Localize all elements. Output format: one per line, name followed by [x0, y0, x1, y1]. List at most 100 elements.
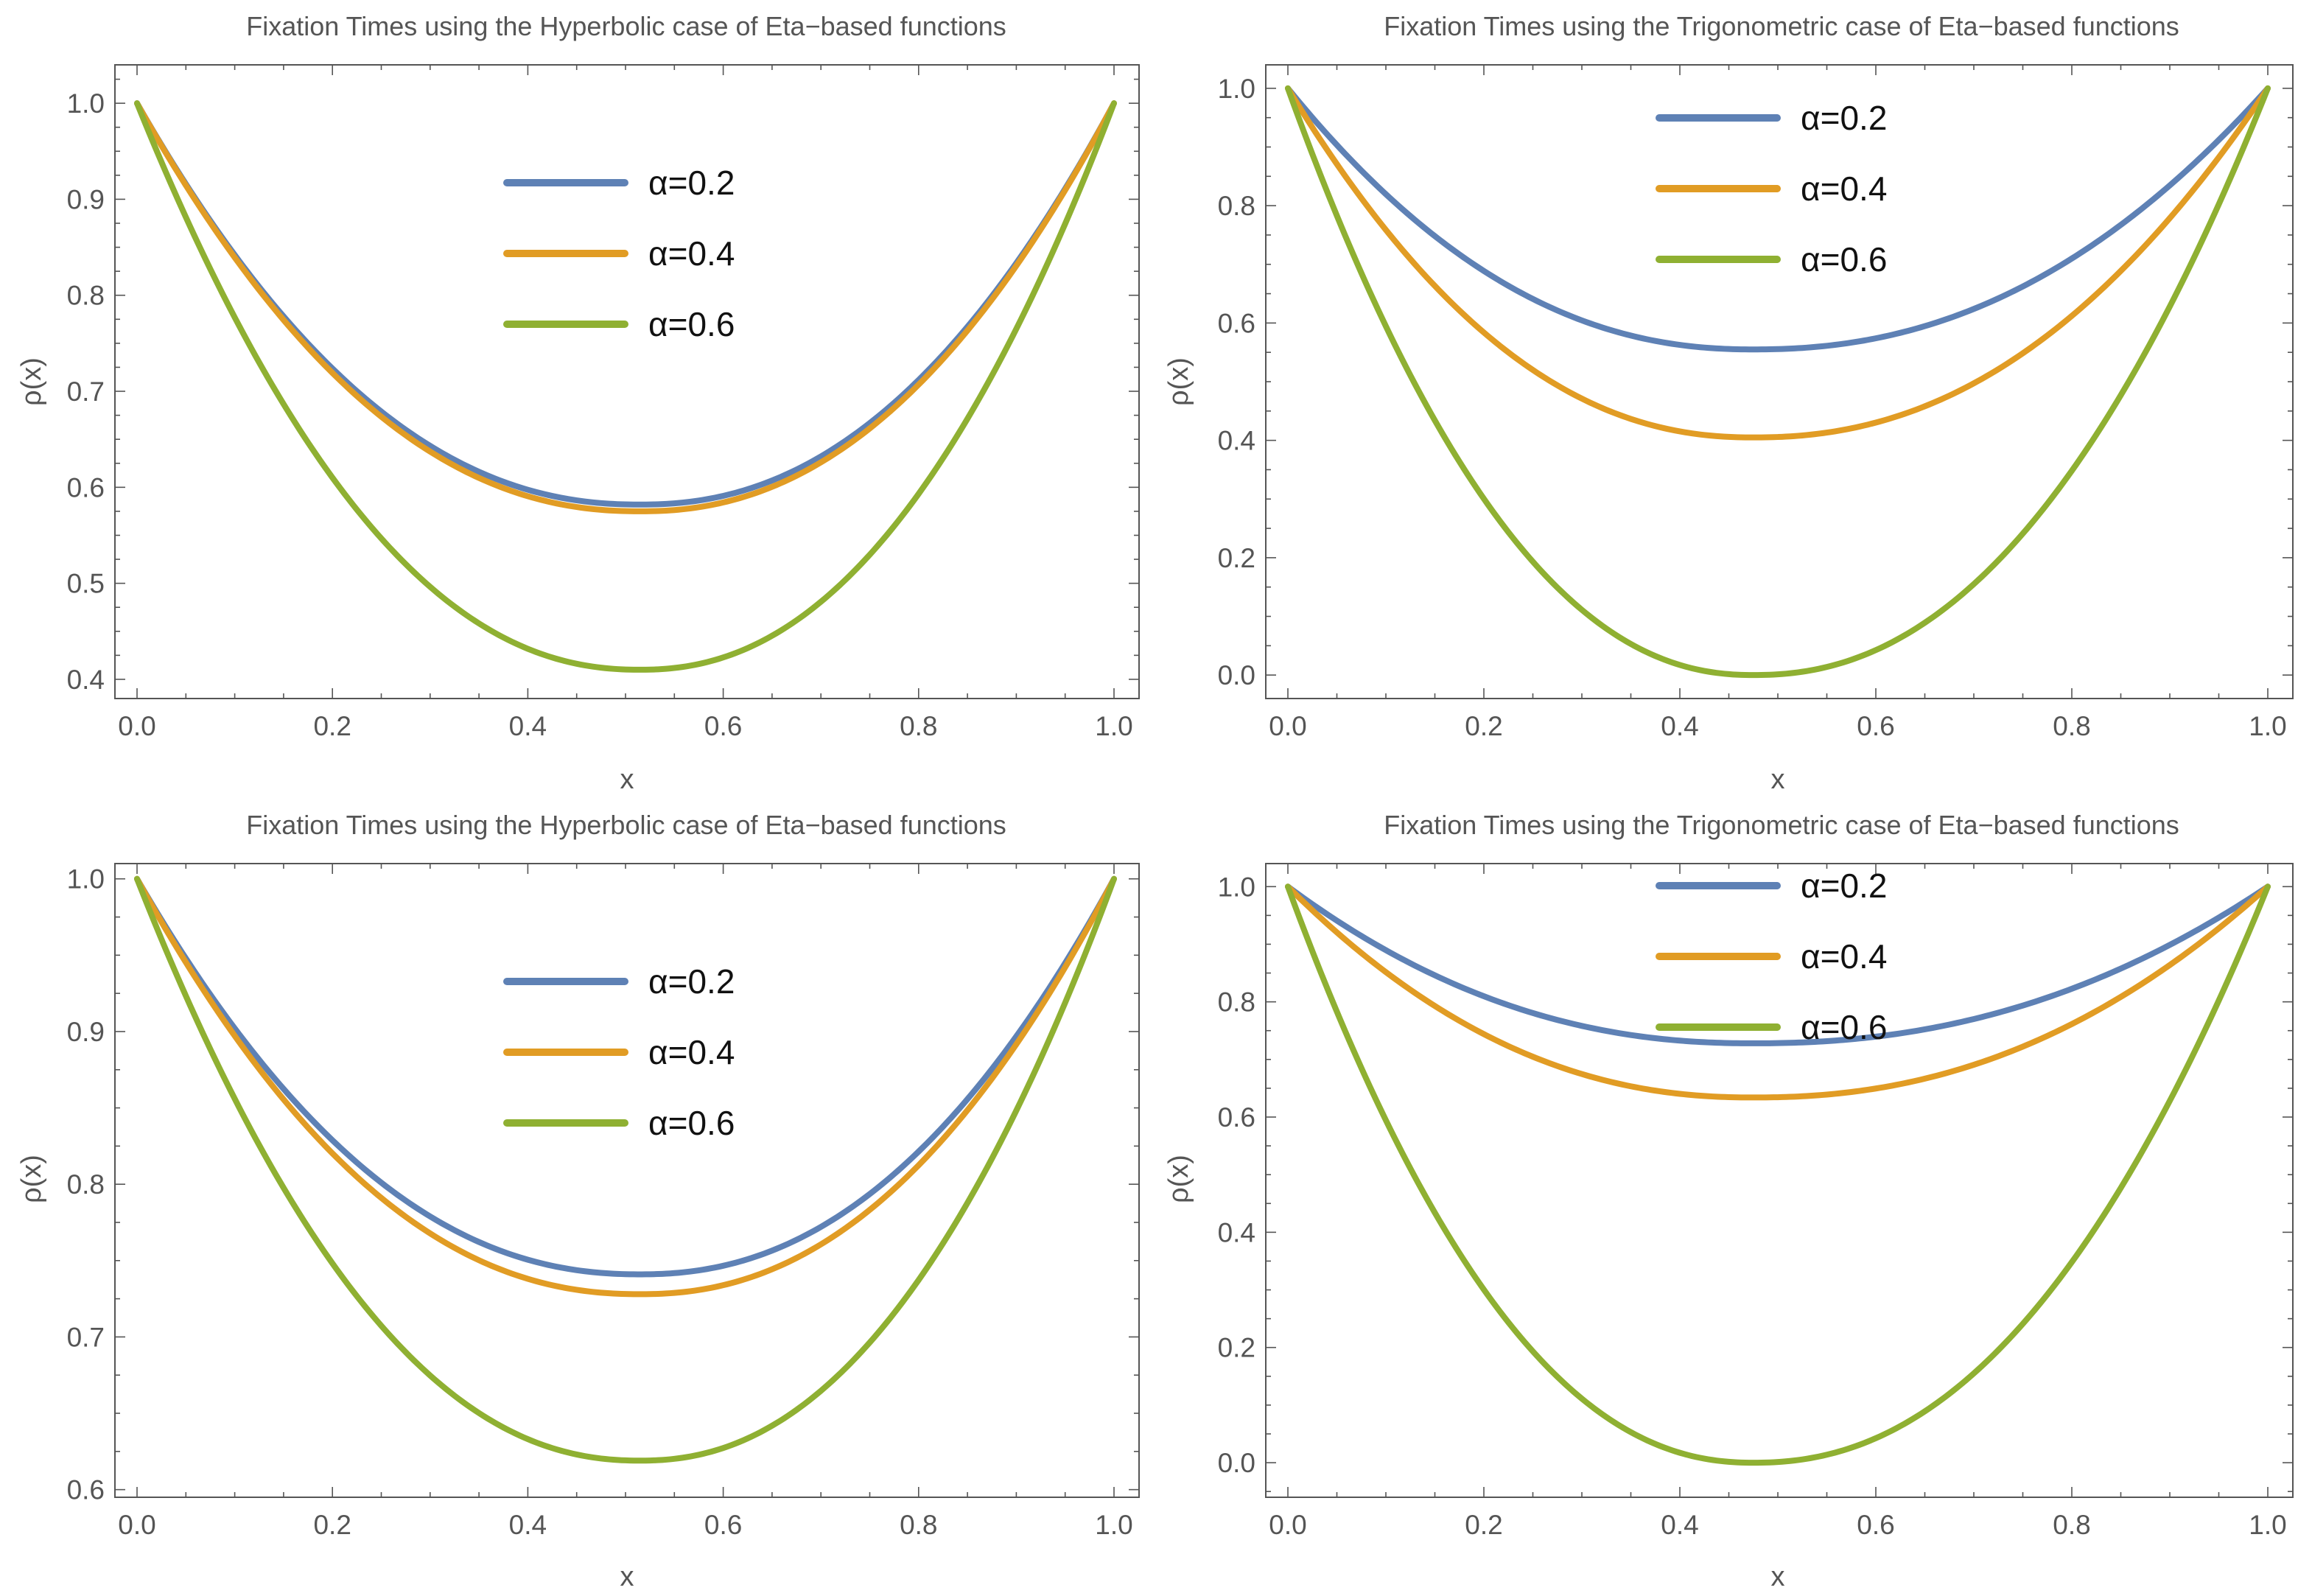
series-curve-0-6 [1285, 85, 2271, 679]
legend: α=0.2 α=0.4 α=0.6 [1656, 99, 1887, 279]
legend: α=0.2 α=0.4 α=0.6 [503, 164, 735, 343]
y-tick-label: 0.0 [1218, 660, 1255, 690]
y-tick-label: 0.6 [1218, 308, 1255, 338]
series-curve-0-4 [134, 875, 1117, 1298]
x-tick-label: 0.0 [118, 711, 155, 741]
y-tick-label: 0.7 [67, 1322, 105, 1352]
legend-label-alpha-0-6: α=0.6 [1801, 240, 1887, 279]
x-tick-label: 0.6 [1857, 1510, 1894, 1540]
x-tick-label: 0.4 [509, 1510, 547, 1540]
tick-marks [115, 864, 1139, 1497]
legend-label-alpha-0-4: α=0.4 [1801, 169, 1887, 208]
x-tick-label: 0.2 [313, 1510, 351, 1540]
y-tick-label: 0.4 [1218, 1217, 1255, 1247]
legend-label-alpha-0-2: α=0.2 [648, 962, 735, 1001]
legend-label-alpha-0-6: α=0.6 [1801, 1008, 1887, 1046]
plot-frame [114, 64, 1140, 699]
x-tick-label: 0.0 [1269, 711, 1306, 741]
x-axis-label: x [620, 1561, 634, 1592]
chart-panel-top-right: Fixation Times using the Trigonometric c… [1163, 11, 2294, 795]
series-curve-0-4 [1285, 85, 2271, 441]
panel-title: Fixation Times using the Trigonometric c… [1384, 11, 2179, 41]
y-tick-label: 0.7 [67, 377, 105, 407]
tick-labels: 0.0 0.2 0.4 0.6 0.8 1.0 0.0 0.2 0.4 0.6 0.8 1.0 [1218, 872, 2287, 1540]
x-tick-label: 0.2 [1465, 1510, 1502, 1540]
panel-title: Fixation Times using the Hyperbolic case… [246, 810, 1006, 840]
legend-label-alpha-0-6: α=0.6 [648, 305, 735, 343]
y-tick-label: 0.2 [1218, 543, 1255, 573]
y-tick-label: 0.6 [1218, 1102, 1255, 1133]
y-tick-label: 0.4 [1218, 426, 1255, 456]
legend: α=0.2 α=0.4 α=0.6 [503, 962, 735, 1142]
x-axis-label: x [1771, 764, 1785, 795]
y-axis-label: ρ(x) [16, 1155, 47, 1203]
legend-label-alpha-0-2: α=0.2 [1801, 867, 1887, 905]
tick-labels: 0.0 0.2 0.4 0.6 0.8 1.0 0.4 0.5 0.6 0.7 0.8 0.9 1.0 [67, 88, 1133, 741]
x-tick-label: 0.8 [2053, 1510, 2090, 1540]
tick-labels: 0.0 0.2 0.4 0.6 0.8 1.0 0.6 0.7 0.8 0.9 1.0 [67, 864, 1133, 1540]
tick-labels: 0.0 0.2 0.4 0.6 0.8 1.0 0.0 0.2 0.4 0.6 0.8 1.0 [1218, 74, 2287, 741]
series-curves [1285, 883, 2271, 1466]
x-tick-label: 0.4 [509, 711, 547, 741]
y-tick-label: 0.9 [67, 184, 105, 214]
series-curve-0-2 [134, 875, 1117, 1278]
y-tick-label: 0.8 [67, 1169, 105, 1200]
y-tick-label: 1.0 [67, 88, 105, 119]
legend-label-alpha-0-4: α=0.4 [648, 1033, 735, 1071]
y-axis-label: ρ(x) [1163, 1155, 1194, 1203]
y-tick-label: 0.6 [67, 472, 105, 503]
x-tick-label: 0.8 [900, 711, 937, 741]
y-tick-label: 0.8 [67, 281, 105, 311]
series-curves [134, 100, 1117, 673]
legend-label-alpha-0-2: α=0.2 [1801, 99, 1887, 137]
series-curve-0-6 [1285, 883, 2271, 1466]
x-tick-label: 0.6 [704, 1510, 742, 1540]
x-tick-label: 1.0 [1095, 1510, 1132, 1540]
y-axis-label: ρ(x) [1163, 357, 1194, 406]
x-tick-label: 0.0 [118, 1510, 155, 1540]
y-tick-label: 0.8 [1218, 987, 1255, 1018]
x-tick-label: 0.4 [1661, 1510, 1698, 1540]
x-tick-label: 0.2 [1465, 711, 1502, 741]
series-curve-0-4 [134, 100, 1117, 514]
x-tick-label: 0.6 [1857, 711, 1894, 741]
y-tick-label: 0.0 [1218, 1448, 1255, 1478]
plot-frame [1265, 863, 2294, 1498]
plot-frame [114, 863, 1140, 1498]
series-curve-0-2 [1285, 85, 2271, 353]
series-curves [134, 875, 1117, 1464]
y-tick-label: 1.0 [1218, 74, 1255, 104]
chart-panel-bottom-right: Fixation Times using the Trigonometric c… [1163, 810, 2294, 1592]
tick-marks [115, 65, 1139, 699]
series-curve-0-6 [134, 875, 1117, 1464]
x-tick-label: 1.0 [2249, 711, 2286, 741]
x-tick-label: 1.0 [1095, 711, 1132, 741]
chart-panel-top-left: Fixation Times using the Hyperbolic case… [16, 11, 1140, 795]
chart-panel-bottom-left: Fixation Times using the Hyperbolic case… [16, 810, 1140, 1592]
x-tick-label: 0.8 [2053, 711, 2090, 741]
x-tick-label: 0.2 [313, 711, 351, 741]
legend-label-alpha-0-6: α=0.6 [648, 1104, 735, 1142]
x-tick-label: 0.0 [1269, 1510, 1306, 1540]
tick-marks [1266, 65, 2293, 699]
panel-title: Fixation Times using the Hyperbolic case… [246, 11, 1006, 41]
y-tick-label: 0.5 [67, 569, 105, 599]
x-tick-label: 0.4 [1661, 711, 1698, 741]
tick-marks [1266, 864, 2293, 1497]
series-curve-0-2 [1285, 883, 2271, 1046]
y-tick-label: 1.0 [1218, 872, 1255, 902]
x-axis-label: x [620, 764, 634, 795]
x-axis-label: x [1771, 1561, 1785, 1592]
x-tick-label: 0.8 [900, 1510, 937, 1540]
series-curve-0-4 [1285, 883, 2271, 1101]
x-tick-label: 1.0 [2249, 1510, 2286, 1540]
panel-title: Fixation Times using the Trigonometric c… [1384, 810, 2179, 840]
legend-label-alpha-0-4: α=0.4 [648, 234, 735, 273]
y-axis-label: ρ(x) [16, 357, 47, 406]
series-curve-0-6 [134, 100, 1117, 673]
legend: α=0.2 α=0.4 α=0.6 [1656, 867, 1887, 1046]
legend-label-alpha-0-4: α=0.4 [1801, 937, 1887, 976]
y-tick-label: 0.8 [1218, 191, 1255, 221]
y-tick-label: 0.6 [67, 1475, 105, 1505]
